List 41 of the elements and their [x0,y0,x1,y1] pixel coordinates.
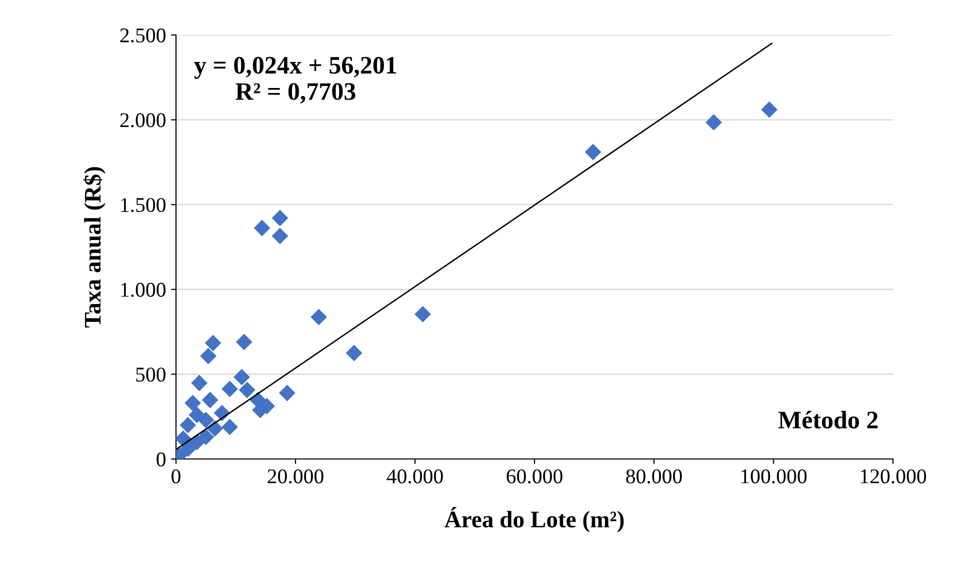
point [346,344,362,362]
point [184,394,201,412]
point [584,144,602,160]
point [234,368,250,386]
point [414,306,431,322]
point [310,308,328,326]
y-tick-label: 0 [156,452,166,466]
x-tick-label: 0 [172,469,180,484]
x-tick-label: 100.000 [741,469,807,484]
x-tick-label: 120.000 [860,469,926,484]
point [238,382,256,398]
point [706,114,722,131]
x-tick-label: 20.000 [268,469,324,484]
point [198,428,214,446]
y-axis-title: Taxa anual (R$) [83,167,106,328]
y-tick-label: 2.500 [120,28,166,43]
point [198,412,214,428]
point [254,220,270,236]
y-tick-label: 1.000 [121,282,166,297]
y-tick-label: 500 [136,368,166,382]
annotation: Método 2 [778,410,878,428]
x-tick-label: 40.000 [386,469,443,484]
point [761,101,778,118]
point [236,334,252,350]
point [191,374,208,392]
y-tick-label: 1.500 [121,198,166,212]
point [272,210,288,226]
y-tick-label: 2.000 [120,113,166,128]
x-tick-label: 60.000 [506,469,562,484]
point [202,392,218,408]
point [278,384,296,402]
point [180,416,196,434]
x-tick-label: 80.000 [626,469,682,484]
x-axis-title: Área do Lote (m²) [444,507,624,532]
point [200,348,216,364]
point [222,418,238,436]
annotation: y = 0,024x + 56,201 R² = 0,7703 [194,56,396,104]
point [222,380,238,398]
point [180,440,196,458]
point [272,228,288,244]
point [204,334,222,352]
